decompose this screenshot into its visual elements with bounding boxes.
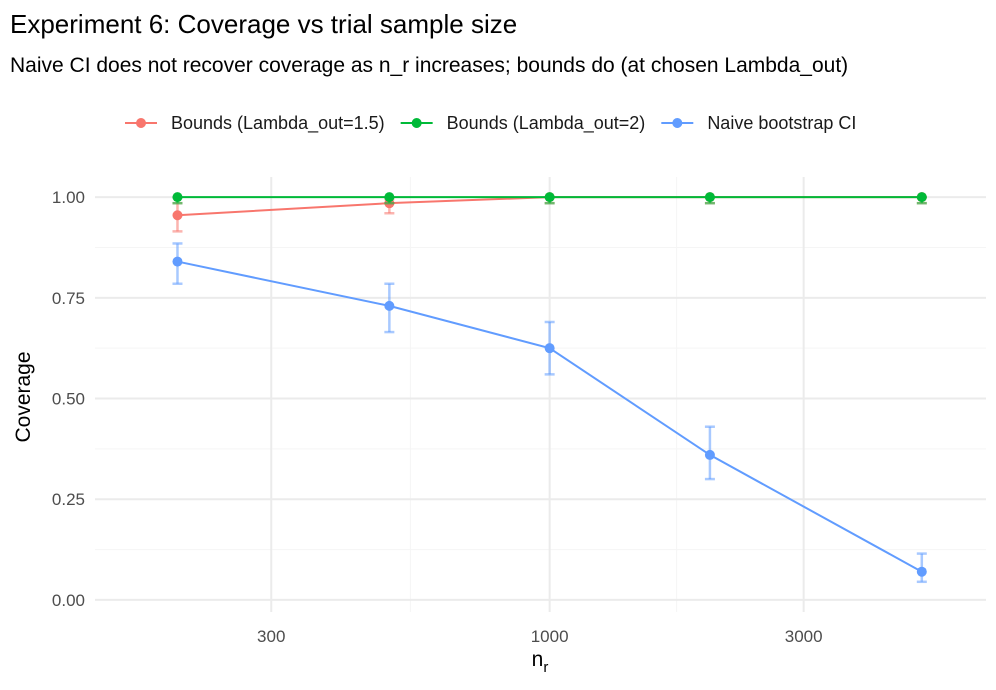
legend-label: Bounds (Lambda_out=1.5) [171, 113, 385, 134]
legend-item: Bounds (Lambda_out=1.5) [125, 113, 385, 134]
data-point [172, 256, 183, 267]
data-point [172, 210, 183, 221]
chart-subtitle: Naive CI does not recover coverage as n_… [10, 54, 848, 77]
y-tick-label: 1.00 [52, 188, 85, 207]
y-axis-title: Coverage [12, 351, 35, 442]
data-point [916, 192, 927, 203]
plot-grid [95, 177, 986, 612]
y-tick-label: 0.25 [52, 490, 85, 509]
data-point [172, 192, 183, 203]
x-axis-title-sub: r [543, 659, 548, 676]
x-tick-label: 3000 [785, 627, 823, 646]
y-tick-label: 0.00 [52, 591, 85, 610]
x-tick-label: 1000 [531, 627, 569, 646]
legend: Bounds (Lambda_out=1.5) Bounds (Lambda_ou… [125, 113, 856, 134]
data-point [704, 449, 715, 460]
legend-label: Bounds (Lambda_out=2) [447, 113, 646, 134]
series-layer [172, 192, 927, 584]
legend-item: Naive bootstrap CI [661, 113, 856, 133]
series-1 [172, 192, 927, 205]
series-2 [172, 242, 927, 584]
x-axis-title-main: n [532, 648, 544, 671]
legend-label: Naive bootstrap CI [707, 113, 856, 133]
legend-key-point [136, 118, 146, 128]
axis-ticks: 0.00 0.25 0.50 0.75 1.00 300 1000 3000 [52, 188, 823, 646]
data-point [384, 192, 395, 203]
x-axis-title: nr [532, 648, 549, 676]
data-point [704, 192, 715, 203]
legend-item: Bounds (Lambda_out=2) [400, 113, 646, 134]
data-point [544, 192, 555, 203]
x-tick-label: 300 [257, 627, 285, 646]
legend-key-point [672, 118, 683, 128]
y-tick-label: 0.50 [52, 390, 85, 409]
y-tick-label: 0.75 [52, 289, 85, 308]
data-point [384, 300, 395, 311]
data-point [544, 343, 555, 354]
chart-title: Experiment 6: Coverage vs trial sample s… [10, 9, 517, 39]
legend-key-point [411, 118, 422, 128]
data-point [916, 566, 927, 577]
